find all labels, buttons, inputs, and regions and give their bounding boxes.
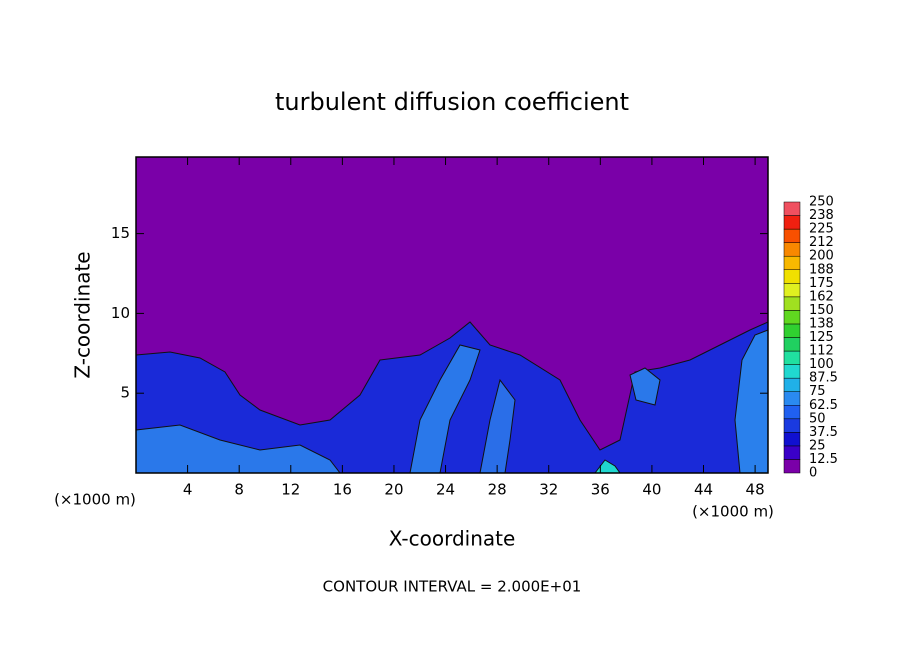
colorbar-swatch: [783, 215, 801, 230]
colorbar-swatch: [783, 459, 801, 474]
colorbar-swatch: [783, 337, 801, 352]
x-tick-label: 24: [436, 481, 455, 499]
colorbar-swatch: [783, 269, 801, 284]
plot-frame: [135, 156, 769, 474]
colorbar-label: 87.5: [809, 371, 838, 386]
colorbar-label: 50: [809, 411, 826, 426]
colorbar-swatch: [783, 432, 801, 447]
x-tick-label: 16: [333, 481, 352, 499]
colorbar-label: 238: [809, 208, 834, 223]
colorbar-swatch: [783, 323, 801, 338]
colorbar-label: 200: [809, 249, 834, 264]
y-tick-label: 5: [120, 384, 130, 402]
x-tick-label: 28: [488, 481, 507, 499]
colorbar-label: 100: [809, 357, 834, 372]
colorbar-label: 0: [809, 466, 817, 481]
x-tick-label: 32: [539, 481, 558, 499]
y-axis-title: Z-coordinate: [71, 251, 95, 378]
colorbar-label: 150: [809, 303, 834, 318]
colorbar-swatch: [783, 296, 801, 311]
colorbar-label: 112: [809, 344, 834, 359]
x-tick-label: 20: [384, 481, 403, 499]
colorbar-swatch: [783, 255, 801, 271]
x-tick-label: 48: [746, 481, 765, 499]
x-unit-label: (×1000 m): [54, 491, 136, 509]
colorbar-label: 212: [809, 235, 834, 250]
colorbar-label: 138: [809, 316, 834, 331]
colorbar-swatch: [783, 377, 801, 392]
x-tick-label: 36: [591, 481, 610, 499]
colorbar-swatch: [783, 201, 801, 216]
x-tick-label: 4: [183, 481, 193, 499]
colorbar-swatch: [783, 228, 801, 243]
colorbar-label: 125: [809, 330, 834, 345]
field: [135, 157, 769, 474]
colorbar-swatch: [783, 418, 801, 433]
contour-note: CONTOUR INTERVAL = 2.000E+01: [323, 578, 582, 596]
x-tick-label: 12: [281, 481, 300, 499]
colorbar-label: 175: [809, 276, 834, 291]
colorbar-label: 188: [809, 262, 834, 277]
colorbar-swatch: [783, 364, 801, 379]
colorbar-swatch: [783, 283, 801, 298]
colorbar-swatch: [783, 391, 801, 406]
colorbar-label: 162: [809, 289, 834, 304]
y-tick-label: 10: [111, 304, 130, 322]
x-tick-label: 8: [234, 481, 244, 499]
colorbar-swatch: [783, 350, 801, 365]
colorbar-label: 225: [809, 222, 834, 237]
x-tick-label: 44: [694, 481, 713, 499]
colorbar-swatch: [783, 445, 801, 460]
colorbar-swatch: [783, 405, 801, 420]
chart-title: turbulent diffusion coefficient: [275, 88, 629, 116]
colorbar-label: 25: [809, 438, 826, 453]
colorbar-swatch: [783, 310, 801, 325]
colorbar-label: 37.5: [809, 425, 838, 440]
x-tick-label: 40: [642, 481, 661, 499]
colorbar-label: 75: [809, 384, 826, 399]
field-region: [629, 367, 661, 406]
x-unit-label: (×1000 m): [692, 503, 774, 521]
y-tick-label: 15: [111, 224, 130, 242]
colorbar-label: 12.5: [809, 452, 838, 467]
colorbar-label: 62.5: [809, 398, 838, 413]
x-axis-title: X-coordinate: [389, 527, 516, 551]
colorbar-swatch: [783, 242, 801, 257]
field-region: [409, 344, 481, 474]
colorbar-label: 250: [809, 195, 834, 210]
